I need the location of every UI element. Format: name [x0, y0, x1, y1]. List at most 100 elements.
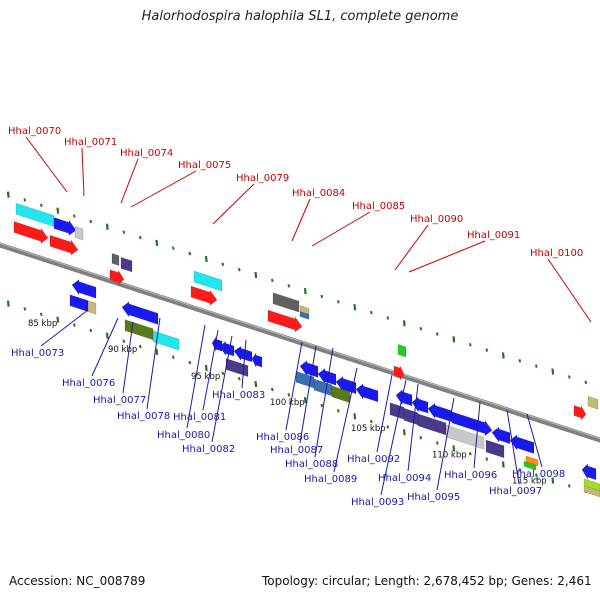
label-leader-line: [311, 211, 371, 247]
gene-block: [267, 309, 303, 333]
tick-lower: [89, 328, 93, 333]
label-leader-line: [91, 317, 119, 377]
label-leader-line: [333, 367, 358, 473]
gene-label-hhal-0079: Hhal_0079: [236, 173, 289, 184]
tick-upper: [172, 246, 175, 250]
label-leader-line: [506, 409, 520, 485]
label-leader-line: [299, 345, 317, 444]
tick-upper: [89, 219, 93, 224]
gene-block: [395, 389, 413, 407]
tick-lower: [469, 452, 472, 456]
gene-block: [69, 294, 89, 312]
topology-text: Topology: circular; Length: 2,678,452 bp…: [262, 574, 592, 588]
tick-upper: [6, 191, 10, 198]
gene-label-hhal-0097: Hhal_0097: [489, 486, 542, 497]
tick-upper: [221, 262, 225, 267]
gene-block: [393, 365, 405, 381]
label-leader-line: [81, 147, 85, 197]
kbp-label: 90 kbp: [108, 345, 137, 355]
tick-upper: [386, 316, 390, 320]
gene-label-hhal-0074: Hhal_0074: [120, 148, 173, 159]
tick-lower: [287, 393, 291, 397]
tick-lower: [303, 397, 307, 404]
kbp-label: 100 kbp: [270, 398, 305, 408]
tick-lower: [204, 364, 208, 372]
gene-block: [583, 485, 600, 498]
gene-block: [411, 396, 429, 414]
gene-label-hhal-0096: Hhal_0096: [444, 470, 497, 481]
tick-lower: [370, 419, 373, 424]
tick-lower: [353, 413, 357, 420]
gene-block: [451, 411, 493, 437]
gene-block: [509, 434, 535, 454]
tick-upper: [518, 359, 522, 363]
tick-lower: [551, 477, 555, 484]
tick-upper: [238, 267, 241, 272]
gene-block: [87, 300, 97, 315]
label-leader-line: [122, 321, 134, 394]
tick-lower: [568, 484, 571, 488]
gene-block: [109, 269, 125, 286]
label-leader-line: [291, 198, 311, 242]
tick-lower: [485, 457, 489, 461]
label-leader-line: [285, 341, 303, 431]
label-leader-line: [547, 258, 592, 323]
label-leader-line: [314, 347, 334, 458]
gene-block: [193, 270, 223, 292]
gene-label-hhal-0092: Hhal_0092: [347, 454, 400, 465]
tick-upper: [139, 235, 142, 240]
gene-block: [71, 279, 97, 299]
label-leader-line: [211, 335, 233, 443]
tick-lower: [105, 332, 109, 339]
tick-lower: [518, 468, 522, 472]
tick-upper: [287, 284, 291, 288]
tick-lower: [73, 323, 76, 327]
tick-lower: [386, 425, 390, 429]
tick-lower: [436, 441, 439, 445]
gene-label-hhal-0080: Hhal_0080: [157, 430, 210, 441]
tick-upper: [188, 251, 192, 256]
tick-upper: [501, 352, 505, 359]
gene-block: [445, 424, 485, 450]
gene-block: [331, 385, 351, 404]
gene-block: [251, 352, 263, 368]
tick-upper: [122, 230, 126, 234]
gene-block: [525, 455, 539, 467]
tick-lower: [320, 403, 324, 408]
gene-block: [587, 395, 599, 410]
label-leader-line: [212, 183, 255, 225]
gene-block: [211, 336, 223, 352]
genome-axis: [0, 242, 600, 443]
kbp-label: 105 kbp: [351, 424, 386, 434]
label-leader-line: [376, 374, 393, 453]
gene-block: [111, 253, 120, 267]
tick-upper: [353, 304, 357, 311]
gene-label-hhal-0082: Hhal_0082: [182, 444, 235, 455]
gene-block: [120, 256, 133, 273]
tick-lower: [56, 316, 60, 323]
gene-label-hhal-0085: Hhal_0085: [352, 201, 405, 212]
gene-label-hhal-0081: Hhal_0081: [173, 412, 226, 423]
tick-lower: [238, 376, 241, 381]
tick-lower: [419, 435, 423, 440]
gene-block: [13, 221, 49, 244]
tick-upper: [535, 364, 538, 368]
gene-block: [491, 426, 511, 445]
gene-label-hhal-0090: Hhal_0090: [410, 214, 463, 225]
tick-upper: [469, 343, 472, 347]
gene-label-hhal-0071: Hhal_0071: [64, 137, 117, 148]
tick-lower: [172, 355, 175, 359]
tick-upper: [56, 207, 60, 214]
label-leader-line: [380, 379, 407, 496]
label-leader-line: [473, 401, 481, 469]
gene-block: [233, 345, 253, 363]
tick-upper: [337, 300, 340, 304]
gene-label-hhal-0083: Hhal_0083: [212, 390, 265, 401]
tick-upper: [271, 278, 274, 283]
gene-label-hhal-0088: Hhal_0088: [285, 459, 338, 470]
gene-block: [523, 460, 537, 471]
label-leader-line: [407, 383, 419, 472]
tick-upper: [303, 288, 307, 295]
gene-block: [15, 202, 55, 227]
